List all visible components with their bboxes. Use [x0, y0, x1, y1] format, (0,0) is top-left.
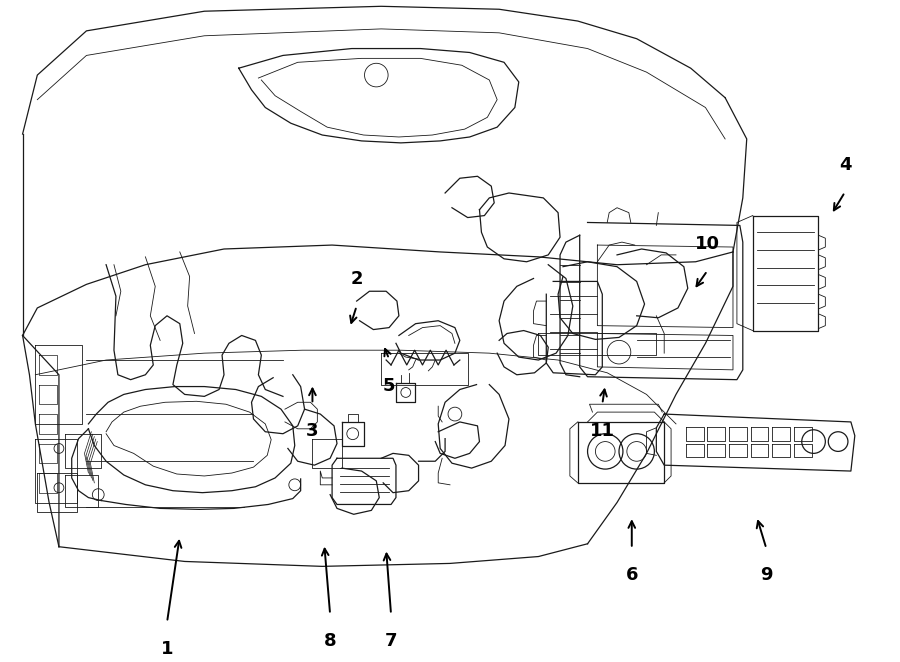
Text: 7: 7	[385, 632, 397, 650]
Text: 6: 6	[626, 567, 638, 585]
Text: 2: 2	[350, 270, 363, 288]
Text: 8: 8	[324, 632, 337, 650]
Text: 9: 9	[760, 567, 772, 585]
Text: 10: 10	[695, 235, 720, 253]
Text: 11: 11	[590, 422, 615, 440]
Text: 1: 1	[161, 640, 174, 658]
Text: 5: 5	[382, 377, 395, 395]
Text: 4: 4	[839, 156, 851, 174]
Text: 3: 3	[306, 422, 319, 440]
